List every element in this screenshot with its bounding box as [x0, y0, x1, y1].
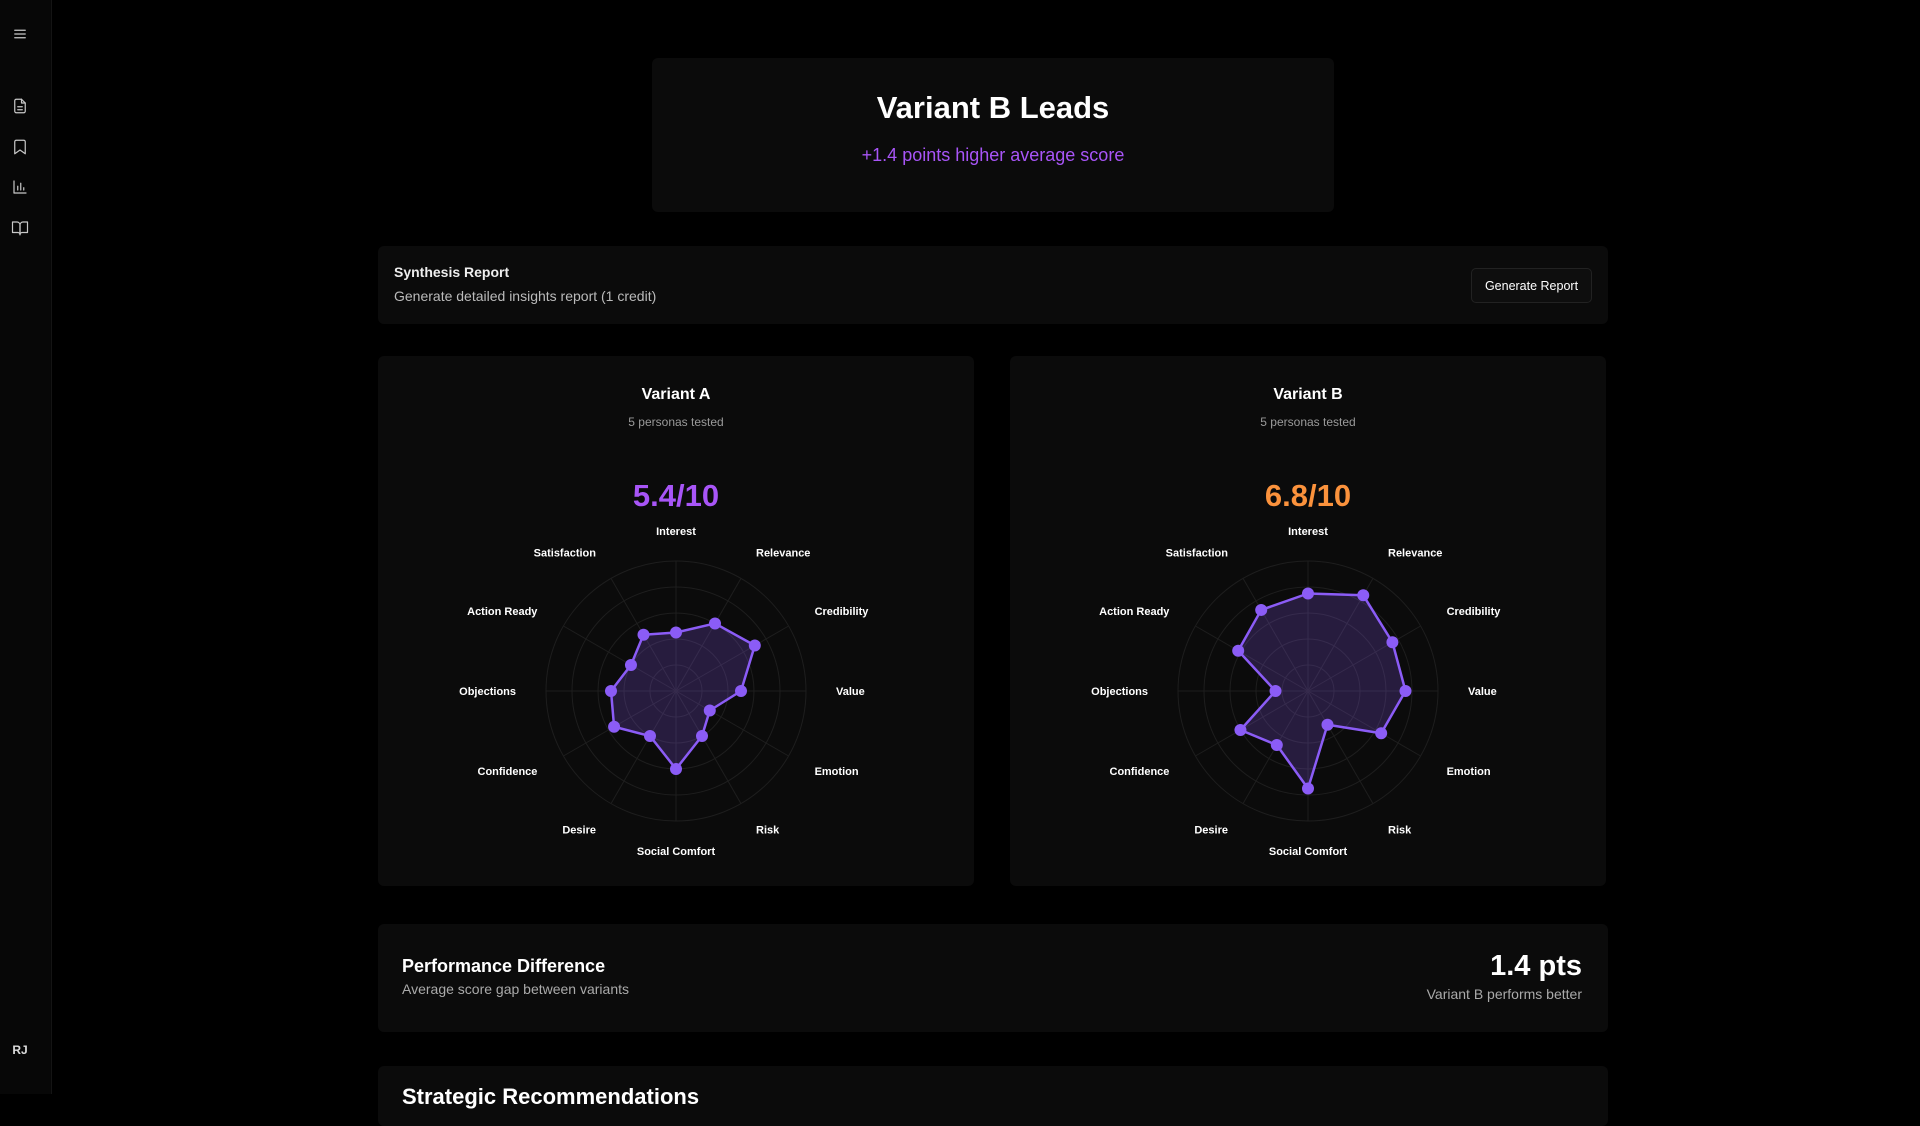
user-avatar[interactable]: RJ: [12, 1043, 28, 1057]
radar-axis-label: Emotion: [1447, 766, 1491, 778]
synthesis-title: Synthesis Report: [394, 264, 510, 280]
radar-point-satisfaction[interactable]: [637, 628, 650, 641]
performance-subtitle: Average score gap between variants: [402, 981, 629, 997]
radar-spoke: [675, 690, 789, 757]
radar-spoke: [1307, 625, 1421, 692]
radar-axis-label: Confidence: [478, 766, 538, 778]
radar-point-relevance[interactable]: [709, 617, 721, 630]
radar-axis-label: Emotion: [815, 766, 859, 778]
radar-axis-label: Risk: [1388, 825, 1412, 837]
radar-spoke: [675, 690, 742, 804]
variant-b-score: 6.8/10: [1264, 478, 1352, 513]
radar-grid: [1177, 560, 1439, 822]
radar-spoke: [610, 690, 677, 804]
radar-axis-label: Social Comfort: [637, 846, 716, 858]
radar-spoke: [1307, 690, 1374, 804]
book-open-icon[interactable]: [9, 217, 31, 239]
radar-point-action-ready[interactable]: [1232, 644, 1245, 657]
radar-spoke: [1307, 690, 1421, 757]
variant-b-title: Variant B: [1273, 386, 1343, 403]
document-icon[interactable]: [9, 95, 31, 117]
radar-axis-label: Confidence: [1110, 766, 1170, 778]
radar-point-credibility[interactable]: [1386, 636, 1399, 649]
variant-b-personas: 5 personas tested: [1260, 415, 1356, 429]
radar-point-relevance[interactable]: [1357, 589, 1370, 602]
radar-point-desire[interactable]: [644, 730, 656, 743]
radar-point-confidence[interactable]: [1234, 724, 1247, 736]
radar-axis-label: Desire: [1194, 825, 1228, 837]
radar-spoke: [1195, 690, 1309, 757]
winner-banner: Variant B Leads +1.4 points higher avera…: [652, 58, 1334, 212]
radar-axis-label: Action Ready: [467, 606, 538, 618]
synthesis-report-card: Synthesis Report Generate detailed insig…: [378, 246, 1608, 324]
variant-b-card: Variant B 5 personas tested 6.8/10 Inter…: [1010, 356, 1606, 886]
synthesis-subtitle: Generate detailed insights report (1 cre…: [394, 288, 657, 304]
radar-axis-label: Action Ready: [1099, 606, 1170, 618]
radar-spoke: [675, 625, 789, 692]
performance-note: Variant B performs better: [1426, 986, 1582, 1002]
radar-point-risk[interactable]: [1321, 718, 1334, 731]
sidebar: RJ: [0, 0, 52, 1094]
strategic-title: Strategic Recommendations: [402, 1084, 700, 1109]
bookmark-icon[interactable]: [9, 136, 31, 158]
radar-spoke: [1242, 578, 1309, 692]
radar-axis-label: Relevance: [1388, 547, 1442, 559]
radar-point-interest[interactable]: [1302, 587, 1314, 600]
radar-axis-label: Value: [1468, 686, 1497, 698]
radar-axis-label: Social Comfort: [1269, 846, 1348, 858]
variant-a-personas: 5 personas tested: [628, 415, 724, 429]
radar-axis-label: Credibility: [815, 606, 870, 618]
radar-axis-label: Interest: [656, 526, 696, 538]
radar-axis-label: Value: [836, 686, 865, 698]
radar-point-desire[interactable]: [1270, 739, 1283, 752]
performance-value: 1.4 pts: [1490, 950, 1582, 982]
radar-point-risk[interactable]: [696, 730, 708, 743]
radar-point-objections[interactable]: [605, 685, 617, 697]
radar-axis-label: Objections: [459, 686, 516, 698]
radar-point-interest[interactable]: [670, 626, 682, 639]
radar-spoke: [1195, 625, 1309, 692]
radar-point-objections[interactable]: [1269, 685, 1282, 697]
strategic-recommendations-card: Strategic Recommendations: [378, 1066, 1608, 1126]
radar-axis-label: Desire: [562, 825, 596, 837]
radar-axis-label: Relevance: [756, 547, 810, 559]
radar-spoke: [563, 625, 677, 692]
radar-series-area: [609, 622, 757, 771]
variant-a-radar-chart: Interest Relevance Credibility Value Emotion…: [459, 526, 870, 858]
menu-icon[interactable]: [9, 23, 31, 45]
bar-chart-icon[interactable]: [9, 176, 31, 198]
performance-difference-card: Performance Difference Average score gap…: [378, 924, 1608, 1032]
radar-point-emotion[interactable]: [703, 704, 716, 717]
variant-b-radar-chart: Interest Relevance Credibility Value Emotion…: [1091, 526, 1502, 858]
radar-spoke: [675, 578, 742, 692]
winner-title: Variant B Leads: [876, 90, 1110, 125]
radar-axis-label: Risk: [756, 825, 780, 837]
variant-a-title: Variant A: [641, 386, 711, 403]
radar-axis-label: Satisfaction: [1166, 547, 1229, 559]
radar-point-credibility[interactable]: [748, 639, 761, 652]
radar-point-satisfaction[interactable]: [1255, 603, 1268, 616]
radar-axis-label: Satisfaction: [534, 547, 597, 559]
generate-report-button[interactable]: Generate Report: [1471, 268, 1592, 303]
variant-a-score: 5.4/10: [632, 478, 720, 513]
winner-subtitle: +1.4 points higher average score: [861, 145, 1125, 165]
variant-a-card: Variant A 5 personas tested 5.4/10 Inter…: [378, 356, 974, 886]
radar-point-social-comfort[interactable]: [1302, 782, 1314, 795]
radar-axis-label: Objections: [1091, 686, 1148, 698]
radar-point-action-ready[interactable]: [624, 659, 637, 671]
radar-point-social-comfort[interactable]: [670, 763, 682, 775]
performance-title: Performance Difference: [402, 956, 606, 976]
radar-axis-label: Credibility: [1447, 606, 1502, 618]
radar-point-emotion[interactable]: [1375, 727, 1388, 740]
radar-point-confidence[interactable]: [608, 720, 621, 733]
radar-spoke: [563, 690, 677, 757]
radar-axis-label: Interest: [1288, 526, 1328, 538]
radar-point-value[interactable]: [1399, 685, 1412, 697]
radar-point-value[interactable]: [735, 685, 747, 697]
